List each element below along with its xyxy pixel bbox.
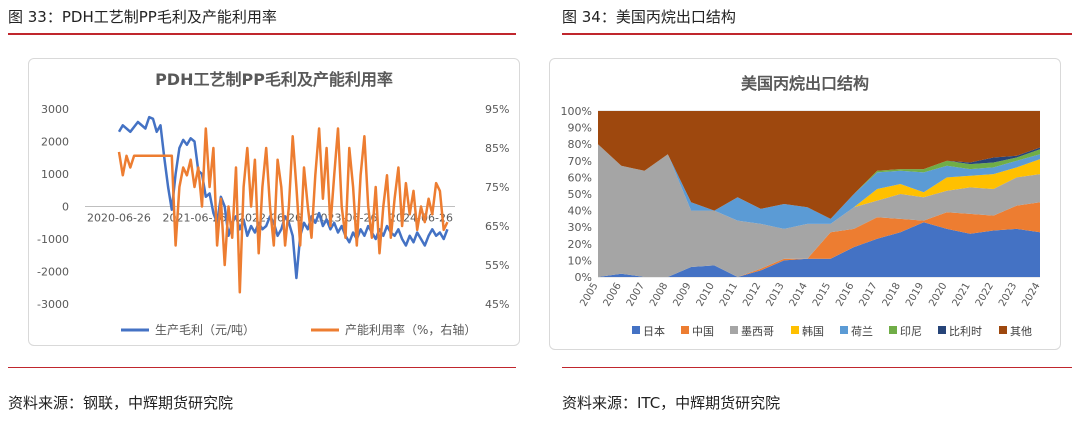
right-bottom-rule — [562, 367, 1072, 368]
legend-swatch — [889, 326, 897, 334]
legend-swatch — [632, 326, 640, 334]
left-axis-tick-label: 1000 — [41, 168, 69, 181]
x-axis-tick-label: 2018 — [881, 281, 903, 309]
right-caption-rule — [562, 33, 1072, 35]
x-axis-tick-label: 2011 — [718, 281, 740, 309]
x-axis-tick-label: 2012 — [741, 281, 763, 309]
legend-label: 韩国 — [802, 324, 824, 338]
left-caption-rule — [8, 33, 516, 35]
legend-label: 墨西哥 — [741, 325, 774, 338]
x-axis-tick-label: 2010 — [695, 281, 717, 309]
y-axis-tick-label: 80% — [568, 138, 592, 151]
left-axis-tick-label: -3000 — [37, 298, 69, 311]
right-axis-tick-label: 85% — [485, 142, 509, 155]
legend-swatch — [730, 326, 738, 334]
x-axis-tick-label: 2008 — [648, 281, 670, 309]
legend-swatch — [999, 326, 1007, 334]
right-axis-tick-label: 65% — [485, 220, 509, 233]
x-axis-tick-label: 2022 — [974, 281, 996, 309]
legend-label: 印尼 — [900, 325, 922, 338]
x-axis-tick-label: 2016 — [834, 281, 856, 309]
left-axis-tick-label: 0 — [62, 201, 69, 214]
x-axis-tick-label: 2024 — [1020, 281, 1042, 309]
x-axis-tick-label: 2006 — [602, 281, 624, 309]
legend-label: 比利时 — [949, 325, 982, 338]
us-propane-export-chart: 美国丙烷出口结构 100% 90% 80% 70% 60% 50% 40% 30% 20% 10%… — [561, 74, 1043, 338]
right-chart-panel: 美国丙烷出口结构 100% 90% 80% 70% 60% 50% 40% 30% 20% 10%… — [549, 58, 1061, 350]
legend-label: 日本 — [643, 324, 665, 338]
area-其他 — [598, 111, 1040, 219]
left-chart-title: PDH工艺制PP毛利及产能利用率 — [155, 70, 393, 89]
x-axis-tick-label: 2015 — [811, 281, 833, 309]
y-axis-tick-label: 30% — [568, 221, 592, 234]
legend-swatch — [840, 326, 848, 334]
legend-swatch — [938, 326, 946, 334]
x-axis-tick-label: 2020 — [927, 281, 949, 309]
left-bottom-rule — [8, 367, 516, 368]
area-韩国 — [598, 144, 1040, 229]
left-chart-panel: PDH工艺制PP毛利及产能利用率 3000 2000 1000 0 -1000 -2000… — [28, 58, 520, 346]
left-axis-tick-label: -2000 — [37, 266, 69, 279]
y-axis-tick-label: 40% — [568, 205, 592, 218]
left-axis-tick-label: 3000 — [41, 103, 69, 116]
right-figure-caption: 图 34：美国丙烷出口结构 — [562, 8, 736, 26]
left-axis-tick-label: 2000 — [41, 136, 69, 149]
y-axis-tick-label: 90% — [568, 122, 592, 135]
x-axis-tick-label: 2020-06-26 — [87, 212, 151, 225]
left-axis-tick-label: -1000 — [37, 233, 69, 246]
x-axis-tick-label: 2014 — [788, 281, 810, 309]
x-axis-tick-label: 2023 — [997, 281, 1019, 309]
x-axis-tick-label: 2021 — [951, 281, 973, 309]
x-axis-tick-label: 2024-06-26 — [389, 212, 453, 225]
y-axis-tick-label: 0% — [575, 271, 592, 284]
right-chart-title: 美国丙烷出口结构 — [741, 74, 869, 93]
capacity-utilization-line — [117, 127, 449, 294]
y-axis-tick-label: 20% — [568, 238, 592, 251]
right-axis-tick-label: 55% — [485, 259, 509, 272]
x-axis-tick-label: 2005 — [578, 281, 600, 309]
left-source: 资料来源：钢联，中辉期货研究院 — [8, 394, 234, 412]
gross-margin-line — [117, 115, 449, 280]
y-axis-tick-label: 50% — [568, 188, 592, 201]
area-中国 — [598, 202, 1040, 277]
y-axis-tick-label: 70% — [568, 155, 592, 168]
x-axis-tick-label: 2019 — [904, 281, 926, 309]
right-source: 资料来源：ITC，中辉期货研究院 — [562, 394, 781, 412]
x-axis-tick-label: 2017 — [858, 281, 880, 309]
legend-label: 荷兰 — [851, 325, 873, 338]
right-axis-tick-label: 45% — [485, 298, 509, 311]
area-墨西哥 — [598, 144, 1040, 277]
legend-label: 其他 — [1010, 325, 1032, 338]
x-axis-tick-label: 2009 — [671, 281, 693, 309]
legend-swatch — [681, 326, 689, 334]
x-axis-tick-label: 2007 — [625, 281, 647, 309]
legend-swatch — [791, 326, 799, 334]
y-axis-tick-label: 60% — [568, 171, 592, 184]
y-axis-tick-label: 10% — [568, 254, 592, 267]
legend-label: 生产毛利（元/吨） — [155, 323, 255, 337]
legend-label: 产能利用率（%，右轴） — [345, 322, 476, 337]
legend-label: 中国 — [692, 325, 714, 338]
area-日本 — [598, 222, 1040, 277]
left-figure-caption: 图 33：PDH工艺制PP毛利及产能利用率 — [8, 8, 277, 26]
right-axis-tick-label: 75% — [485, 181, 509, 194]
pdh-margin-utilization-chart: PDH工艺制PP毛利及产能利用率 3000 2000 1000 0 -1000 -2000… — [37, 70, 509, 337]
x-axis-tick-label: 2013 — [764, 281, 786, 309]
right-axis-tick-label: 95% — [485, 103, 509, 116]
y-axis-tick-label: 100% — [561, 105, 592, 118]
